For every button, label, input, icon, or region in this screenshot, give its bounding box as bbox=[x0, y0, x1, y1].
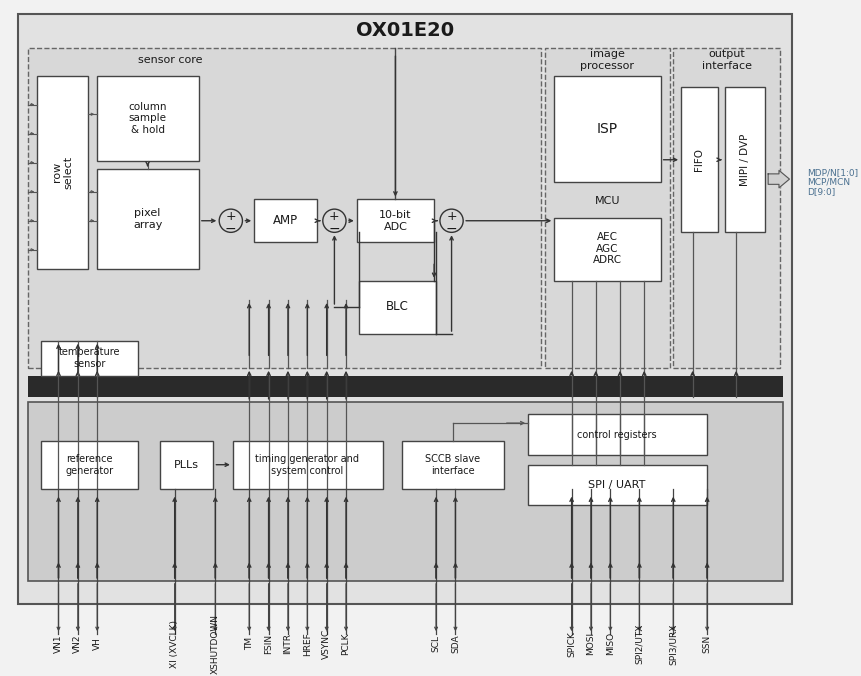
Text: SCCB slave
interface: SCCB slave interface bbox=[424, 454, 480, 475]
Bar bbox=[254, 199, 317, 242]
Text: ISP: ISP bbox=[596, 122, 617, 136]
Circle shape bbox=[439, 209, 462, 233]
Text: PLLs: PLLs bbox=[174, 460, 199, 470]
Text: SPI3/URX: SPI3/URX bbox=[668, 623, 677, 665]
Text: SSN: SSN bbox=[702, 635, 711, 653]
Text: SPI / UART: SPI / UART bbox=[588, 480, 645, 490]
Text: +: + bbox=[329, 210, 339, 223]
Text: sensor core: sensor core bbox=[138, 55, 201, 65]
Text: MDP/N[1:0]: MDP/N[1:0] bbox=[806, 168, 857, 177]
Text: VSYNC: VSYNC bbox=[322, 629, 331, 659]
Bar bbox=[528, 414, 706, 455]
Bar bbox=[544, 49, 670, 368]
Text: +: + bbox=[446, 210, 456, 223]
Text: 10-bit
ADC: 10-bit ADC bbox=[379, 210, 412, 232]
Text: VH: VH bbox=[93, 637, 102, 650]
Text: AEC
AGC
ADRC: AEC AGC ADRC bbox=[592, 233, 622, 266]
Bar bbox=[680, 87, 717, 233]
Text: column
sample
& hold: column sample & hold bbox=[128, 101, 167, 135]
Circle shape bbox=[322, 209, 345, 233]
Text: timing generator and
system control: timing generator and system control bbox=[255, 454, 359, 475]
Bar bbox=[160, 441, 214, 489]
Text: AMP: AMP bbox=[272, 214, 297, 227]
Bar bbox=[41, 341, 138, 376]
Bar bbox=[402, 441, 504, 489]
Bar bbox=[28, 49, 540, 368]
Text: SPICK: SPICK bbox=[567, 631, 575, 657]
Text: D[9:0]: D[9:0] bbox=[806, 187, 834, 196]
Bar bbox=[356, 199, 434, 242]
Text: SCL: SCL bbox=[431, 635, 440, 652]
Bar bbox=[97, 76, 199, 161]
Bar bbox=[37, 76, 88, 269]
Circle shape bbox=[219, 209, 242, 233]
Text: reference
generator: reference generator bbox=[65, 454, 114, 475]
Bar bbox=[528, 464, 706, 506]
Text: MCU: MCU bbox=[594, 196, 619, 206]
Text: −: − bbox=[225, 222, 237, 235]
Text: XSHUTDOWN: XSHUTDOWN bbox=[211, 614, 220, 674]
Text: FIFO: FIFO bbox=[694, 148, 703, 171]
Text: INTR: INTR bbox=[283, 633, 292, 654]
Bar bbox=[672, 49, 779, 368]
Text: XI (XVCLK): XI (XVCLK) bbox=[170, 620, 179, 668]
Bar bbox=[358, 281, 436, 334]
Text: HREF: HREF bbox=[302, 632, 312, 656]
Text: TM: TM bbox=[245, 637, 253, 650]
Text: SDA: SDA bbox=[450, 635, 460, 653]
Text: MCP/MCN: MCP/MCN bbox=[806, 178, 849, 187]
Text: pixel
array: pixel array bbox=[133, 208, 162, 230]
Text: PCLK: PCLK bbox=[341, 633, 350, 655]
Bar bbox=[28, 402, 782, 581]
Text: row
select: row select bbox=[52, 155, 73, 189]
Text: −: − bbox=[445, 222, 457, 235]
Text: FSIN: FSIN bbox=[263, 634, 273, 654]
Text: OX01E20: OX01E20 bbox=[356, 22, 454, 41]
Text: MISO: MISO bbox=[605, 632, 614, 656]
Bar bbox=[28, 376, 782, 397]
Bar bbox=[97, 170, 199, 269]
Bar bbox=[724, 87, 765, 233]
Text: BLC: BLC bbox=[386, 300, 408, 314]
Text: +: + bbox=[226, 210, 236, 223]
Text: VN1: VN1 bbox=[54, 635, 63, 653]
Text: MOSI: MOSI bbox=[585, 632, 595, 656]
Text: MIPI / DVP: MIPI / DVP bbox=[739, 134, 749, 186]
Bar bbox=[232, 441, 382, 489]
Text: temperature
sensor: temperature sensor bbox=[59, 347, 120, 369]
Text: control registers: control registers bbox=[577, 430, 656, 439]
Polygon shape bbox=[767, 170, 789, 188]
Bar bbox=[41, 441, 138, 489]
Text: SPI2/UTX: SPI2/UTX bbox=[635, 624, 643, 664]
Text: VN2: VN2 bbox=[73, 635, 83, 653]
Bar bbox=[554, 218, 660, 281]
Text: −: − bbox=[328, 222, 340, 235]
Text: image
processor: image processor bbox=[579, 49, 634, 71]
Text: output
interface: output interface bbox=[701, 49, 751, 71]
Bar bbox=[554, 76, 660, 182]
